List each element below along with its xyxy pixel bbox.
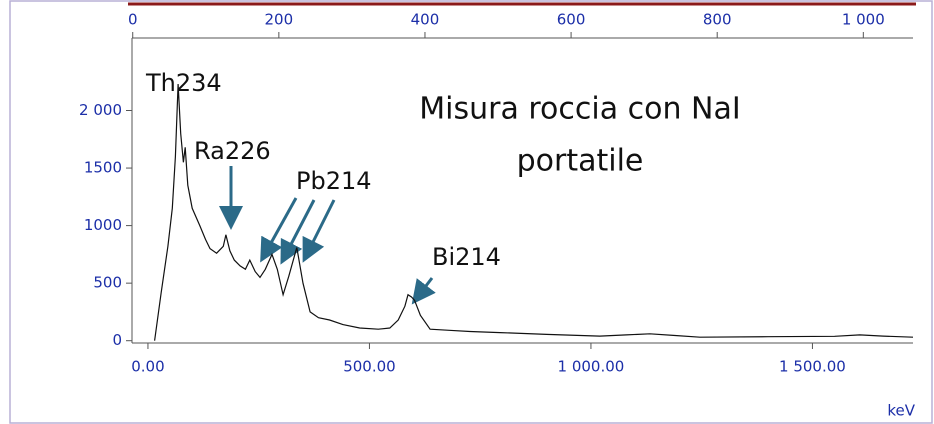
y-tick-label: 500 xyxy=(93,274,122,292)
x2-tick-label: 200 xyxy=(265,11,294,29)
y-tick-label: 0 xyxy=(112,331,122,349)
y-tick-label: 2 000 xyxy=(79,101,122,119)
x-axis-unit: keV xyxy=(887,402,915,420)
x2-tick-label: 400 xyxy=(411,11,440,29)
y-tick-label: 1000 xyxy=(84,216,122,234)
annotation: Ra226 xyxy=(194,137,271,165)
annotation: Bi214 xyxy=(432,243,501,271)
y-tick-label: 1500 xyxy=(84,159,122,177)
title-line: portatile xyxy=(517,144,644,179)
x-tick-label: 500.00 xyxy=(343,358,396,376)
x2-tick-label: 800 xyxy=(703,11,732,29)
spectrum-line xyxy=(154,83,914,341)
annotation: Th234 xyxy=(145,69,222,97)
x-tick-label: 0.00 xyxy=(131,358,164,376)
frame xyxy=(9,0,933,424)
x2-tick-label: 1 000 xyxy=(842,11,885,29)
x-tick-label: 1 500.00 xyxy=(779,358,846,376)
x2-tick-label: 600 xyxy=(557,11,586,29)
x-tick-label: 1 000.00 xyxy=(558,358,625,376)
annotation: Pb214 xyxy=(296,167,372,195)
arrows xyxy=(219,166,436,305)
x2-tick-label: 0 xyxy=(128,11,138,29)
title-line: Misura roccia con NaI xyxy=(419,92,740,127)
